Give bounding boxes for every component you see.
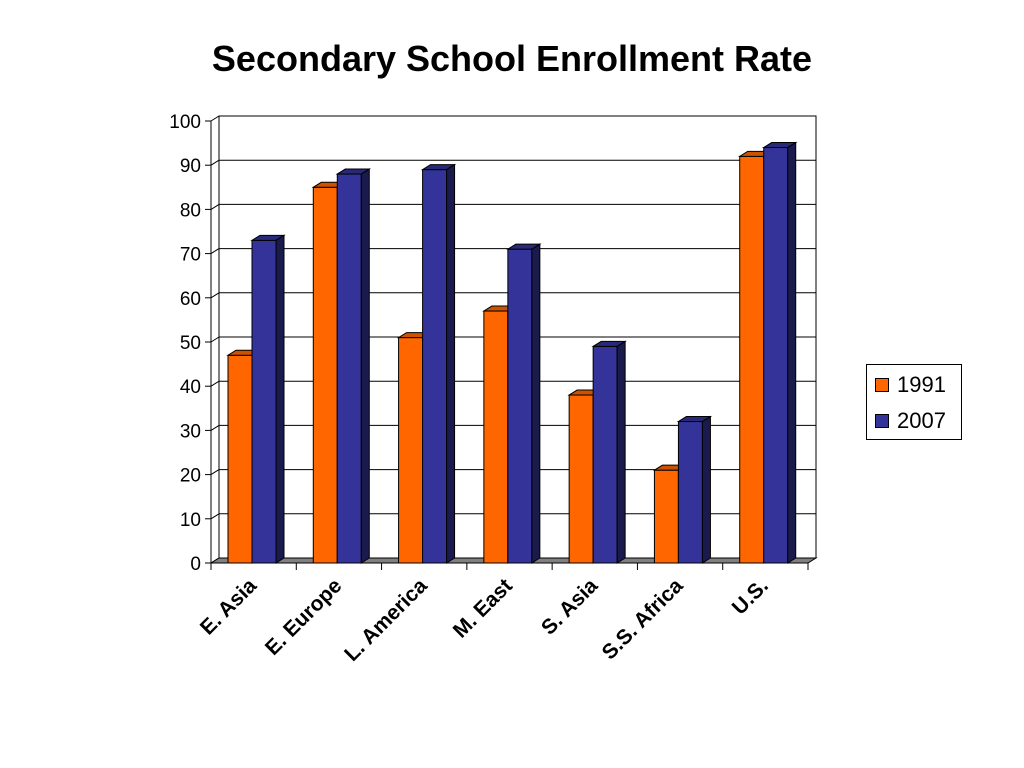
bar-side <box>701 415 711 564</box>
gridline-depth <box>210 292 220 299</box>
bar-front <box>507 248 533 564</box>
bar-u-s-2007 <box>761 141 798 564</box>
gridline-depth <box>210 469 220 476</box>
legend-swatch-1991 <box>875 378 889 392</box>
bar-l-america-2007 <box>420 163 457 564</box>
bar-side <box>616 340 626 564</box>
y-tick-label: 80 <box>180 200 201 221</box>
y-tick-label: 60 <box>180 289 201 310</box>
y-tick-label: 10 <box>180 510 201 531</box>
bar-e-asia-2007 <box>250 234 286 564</box>
y-tick-label: 50 <box>180 333 201 354</box>
x-tick-label: L. America <box>340 574 432 666</box>
bar-front <box>653 469 679 564</box>
axes <box>205 120 809 570</box>
x-tick-label: M. East <box>449 574 517 642</box>
bar-front <box>312 186 338 564</box>
x-tick-label: U.S. <box>728 574 773 619</box>
bar-side <box>787 141 797 564</box>
x-tick-label: E. Asia <box>196 574 261 639</box>
x-tick-label: E. Europe <box>261 574 347 660</box>
gridline-depth <box>210 513 220 520</box>
bar-front <box>677 421 703 564</box>
bar-side <box>446 163 456 564</box>
gridline-depth <box>210 336 220 343</box>
legend-item-1991: 1991 <box>875 372 946 397</box>
legend-label-2007: 2007 <box>897 408 946 433</box>
bar-s-asia-2007 <box>591 340 627 564</box>
y-tick-label: 0 <box>190 554 201 575</box>
legend-label-1991: 1991 <box>897 372 946 397</box>
gridline-depth <box>210 203 220 210</box>
gridline-depth <box>210 159 220 166</box>
y-tick-label: 40 <box>180 377 201 398</box>
bar-front <box>398 337 424 564</box>
gridline-depth <box>210 248 220 255</box>
bar-front <box>592 345 618 564</box>
y-tick-labels: 0 10 20 30 40 50 60 70 80 90 100 <box>169 112 201 575</box>
y-tick-label: 70 <box>180 245 201 266</box>
bar-s-s-africa-2007 <box>676 415 713 564</box>
bar-side <box>275 234 285 564</box>
gridline-depth <box>210 115 220 122</box>
bar-front <box>483 310 509 564</box>
gridline-depth <box>210 424 220 431</box>
bar-front <box>739 155 765 564</box>
bar-front <box>336 173 362 564</box>
y-tick-label: 30 <box>180 421 201 442</box>
bar-front <box>763 147 789 564</box>
gridline-depth <box>210 380 220 387</box>
bar-m-east-2007 <box>506 243 542 564</box>
bar-e-europe-2007 <box>335 168 372 564</box>
x-tick-label: S. Asia <box>537 574 602 639</box>
x-tick-label: S.S. Africa <box>598 574 688 664</box>
legend-swatch-2007 <box>875 414 889 428</box>
bar-side <box>360 168 370 564</box>
chart-title: Secondary School Enrollment Rate <box>211 38 813 79</box>
legend: 1991 2007 <box>866 364 962 440</box>
bar-front <box>422 169 448 564</box>
bar-side <box>531 243 541 564</box>
bar-front <box>568 394 594 564</box>
bar-front <box>251 239 277 564</box>
y-tick-label: 90 <box>180 156 201 177</box>
bar-front <box>227 354 253 564</box>
legend-item-2007: 2007 <box>875 408 946 433</box>
y-tick-label: 100 <box>169 112 201 133</box>
y-tick-label: 20 <box>180 466 201 487</box>
